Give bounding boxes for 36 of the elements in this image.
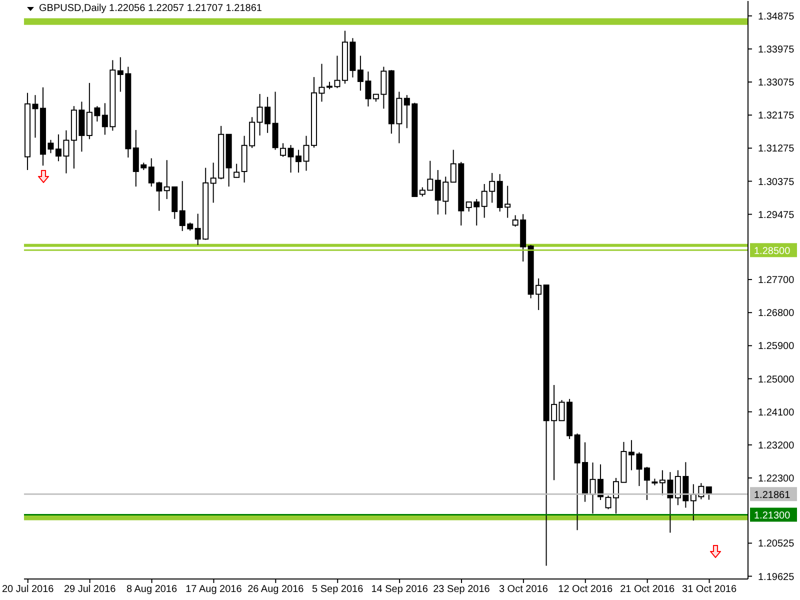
x-tick-label: 31 Oct 2016 (682, 584, 737, 596)
y-tick-label: 1.22300 (758, 474, 795, 484)
ref-line-label: 1.28500 (754, 246, 791, 258)
y-tick-label: 1.25900 (758, 341, 795, 352)
x-tick-label: 20 Jul 2016 (2, 584, 54, 596)
y-tick-label: 1.26800 (758, 308, 795, 320)
x-tick-label: 26 Aug 2016 (248, 584, 304, 596)
ref-line-label: 1.21300 (754, 510, 791, 522)
y-tick-label: 1.25000 (758, 374, 795, 386)
x-tick-label: 8 Aug 2016 (126, 584, 178, 596)
y-tick-label: 1.23200 (758, 440, 795, 452)
y-tick-label: 1.27700 (758, 275, 795, 286)
y-tick-label: 1.33975 (758, 44, 795, 56)
x-tick-label: 12 Oct 2016 (558, 584, 614, 596)
candlestick (280, 142, 286, 158)
x-tick-label: 29 Jul 2016 (64, 584, 116, 596)
candlestick (605, 495, 612, 510)
y-tick-label: 1.30375 (758, 176, 795, 188)
y-tick-label: 1.34875 (758, 11, 795, 22)
y-tick-label: 1.29475 (758, 210, 795, 221)
candlestick (234, 163, 240, 178)
candlestick (644, 466, 650, 500)
y-tick-label: 1.24100 (758, 407, 795, 418)
ref-line-label: 1.21861 (754, 490, 791, 502)
y-tick-label: 1.19625 (758, 572, 795, 583)
x-tick-label: 5 Sep 2016 (312, 584, 364, 596)
x-tick-label: 14 Sep 2016 (371, 584, 428, 596)
x-tick-label: 23 Sep 2016 (433, 584, 490, 596)
x-tick-label: 21 Oct 2016 (620, 584, 676, 596)
x-tick-label: 17 Aug 2016 (186, 584, 242, 596)
y-tick-label: 1.32175 (758, 110, 795, 122)
chart-title: GBPUSD,Daily 1.22056 1.22057 1.21707 1.21861 (39, 3, 262, 14)
y-tick-label: 1.31275 (758, 144, 795, 155)
y-tick-label: 1.33075 (758, 78, 795, 89)
x-tick-label: 3 Oct 2016 (498, 584, 548, 596)
y-tick-label: 1.20525 (758, 538, 795, 550)
